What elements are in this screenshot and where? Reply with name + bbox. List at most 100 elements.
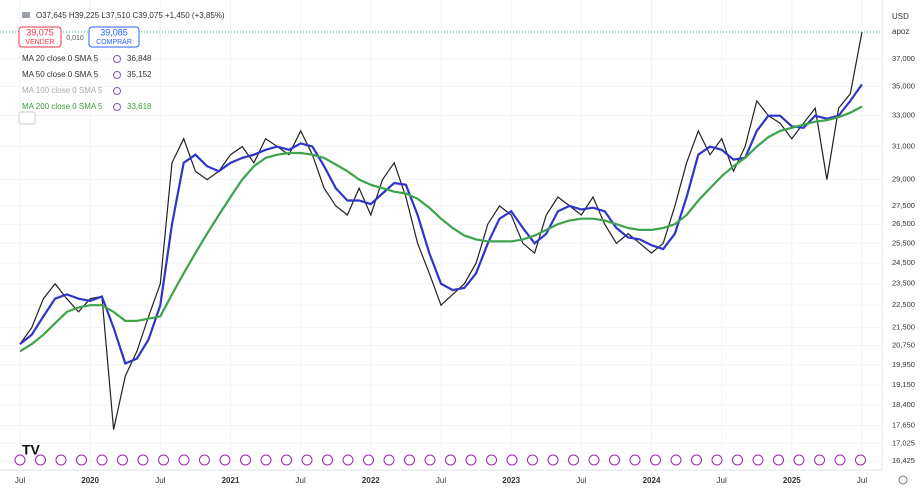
event-icon[interactable] <box>547 454 559 466</box>
y-tick-label: 18,400 <box>892 400 915 409</box>
event-icon[interactable] <box>445 454 456 466</box>
x-tick-label: 2023 <box>502 476 520 485</box>
y-tick-label: 21,500 <box>892 323 915 332</box>
y-tick-label: 26,500 <box>892 219 915 228</box>
event-icon[interactable] <box>855 454 866 466</box>
x-tick-label: 2021 <box>222 476 240 485</box>
event-icon[interactable] <box>691 454 702 466</box>
legend-label: MA 200 close 0 SMA 5 <box>22 102 103 111</box>
event-icon[interactable] <box>14 454 26 466</box>
x-tick-label: 2024 <box>643 476 661 485</box>
event-icon[interactable] <box>404 454 415 466</box>
event-icon[interactable] <box>650 454 661 466</box>
legend-label: MA 100 close 0 SMA 5 <box>22 86 103 95</box>
legend-label: MA 50 close 0 SMA 5 <box>22 70 99 79</box>
price-line <box>19 31 863 430</box>
y-tick-label: 22,500 <box>892 300 915 309</box>
ohlc: O37,645 H39,225 L37,510 C39,075 +1,450 (… <box>36 11 225 20</box>
event-icon[interactable] <box>752 454 764 466</box>
x-tick-label: Jul <box>15 476 25 485</box>
settings-icon[interactable] <box>898 475 908 485</box>
legend-settings[interactable] <box>113 103 121 111</box>
event-icon[interactable] <box>322 454 333 466</box>
legend-settings[interactable] <box>113 87 121 95</box>
y-tick-label: 17,650 <box>892 420 915 429</box>
buy-price[interactable]: 39,085 <box>100 27 128 37</box>
x-tick-label: 2020 <box>81 476 99 485</box>
legend-settings[interactable] <box>113 55 121 63</box>
y-tick-label: 20,750 <box>892 340 915 349</box>
legend-value: 35,152 <box>127 70 152 79</box>
event-icon[interactable] <box>424 454 436 466</box>
event-icon[interactable] <box>76 454 87 466</box>
ma-line <box>19 83 863 365</box>
event-icon[interactable] <box>814 454 825 466</box>
event-icon[interactable] <box>588 454 600 466</box>
event-icon[interactable] <box>117 454 128 466</box>
sell-label[interactable]: VENDER <box>25 39 54 46</box>
event-icon[interactable] <box>711 454 723 466</box>
event-icon[interactable] <box>178 454 190 466</box>
event-icon[interactable] <box>158 454 169 466</box>
event-icon[interactable] <box>260 454 272 466</box>
x-tick-label: Jul <box>576 476 586 485</box>
event-icon[interactable] <box>55 454 67 466</box>
buy-label[interactable]: COMPRAR <box>96 39 132 46</box>
y-tick-label: 17,025 <box>892 438 915 447</box>
event-icon[interactable] <box>629 454 641 466</box>
ma-line <box>19 105 863 353</box>
x-tick-label: Jul <box>296 476 306 485</box>
currency: USD <box>892 12 909 21</box>
event-icon[interactable] <box>301 454 313 466</box>
event-icon[interactable] <box>773 454 784 466</box>
symbol-icon <box>22 12 30 18</box>
event-icon[interactable] <box>834 454 846 466</box>
event-icon[interactable] <box>219 454 231 466</box>
x-tick-label: 2025 <box>783 476 801 485</box>
price-badge: apoz <box>892 27 909 36</box>
y-tick-label: 25,500 <box>892 238 915 247</box>
event-icon[interactable] <box>383 454 395 466</box>
legend-label: MA 20 close 0 SMA 5 <box>22 54 99 63</box>
event-icon[interactable] <box>363 454 374 466</box>
x-tick-label: Jul <box>436 476 446 485</box>
event-icon[interactable] <box>281 454 292 466</box>
legend-value: 36,848 <box>127 54 152 63</box>
event-icon[interactable] <box>342 454 354 466</box>
collapse-button[interactable] <box>18 111 36 125</box>
event-icon[interactable] <box>96 454 108 466</box>
legend-value: 33,618 <box>127 102 152 111</box>
y-tick-label: 24,500 <box>892 258 915 267</box>
event-icon[interactable] <box>568 454 579 466</box>
y-tick-label: 37,000 <box>892 54 915 63</box>
event-icon[interactable] <box>793 454 805 466</box>
y-tick-label: 19,150 <box>892 380 915 389</box>
event-icon[interactable] <box>506 454 518 466</box>
legend-settings[interactable] <box>113 71 121 79</box>
plot <box>0 0 882 470</box>
event-icon[interactable] <box>732 454 743 466</box>
buy-button[interactable] <box>88 26 140 48</box>
y-tick-label: 35,000 <box>892 82 915 91</box>
event-icon[interactable] <box>609 454 620 466</box>
event-icon[interactable] <box>670 454 682 466</box>
event-icon[interactable] <box>35 454 46 466</box>
y-tick-label: 33,000 <box>892 111 915 120</box>
x-tick-label: Jul <box>717 476 727 485</box>
y-tick-label: 16,425 <box>892 456 915 465</box>
y-tick-label: 19,950 <box>892 360 915 369</box>
x-tick-label: 2022 <box>362 476 380 485</box>
event-icon[interactable] <box>137 454 149 466</box>
sell-button[interactable] <box>18 26 62 48</box>
spread: 0,010 <box>66 35 84 42</box>
event-icon[interactable] <box>527 454 538 466</box>
event-icon[interactable] <box>465 454 477 466</box>
event-icon[interactable] <box>486 454 497 466</box>
event-icon[interactable] <box>199 454 210 466</box>
sell-price[interactable]: 39,075 <box>26 27 54 37</box>
x-tick-label: Jul <box>857 476 867 485</box>
logo: TV <box>22 442 41 458</box>
event-icon[interactable] <box>240 454 251 466</box>
